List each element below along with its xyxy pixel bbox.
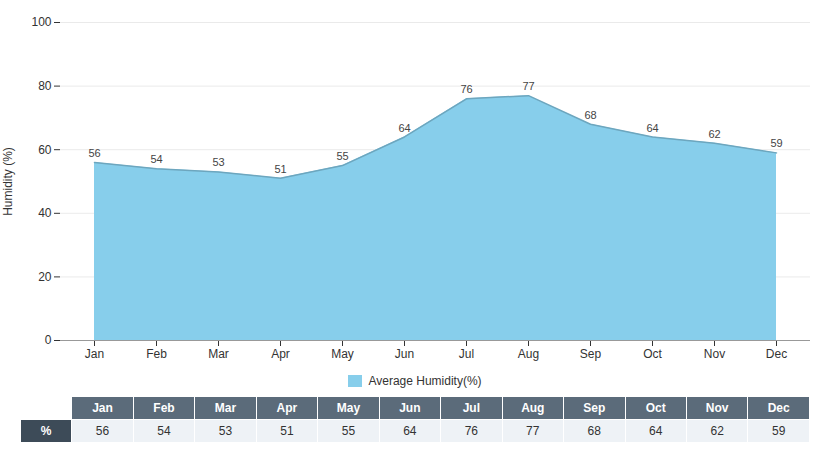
svg-text:40: 40 xyxy=(38,206,52,220)
svg-text:77: 77 xyxy=(522,80,534,92)
svg-text:Dec: Dec xyxy=(766,347,787,361)
html-text:Jul: Jul xyxy=(462,401,480,415)
svg-text:64: 64 xyxy=(646,122,658,134)
svg-text:60: 60 xyxy=(38,143,52,157)
svg-text:20: 20 xyxy=(38,270,52,284)
svg-text:100: 100 xyxy=(31,15,51,29)
html-text:59: 59 xyxy=(772,424,786,438)
svg-text:0: 0 xyxy=(45,333,52,347)
svg-text:64: 64 xyxy=(398,122,410,134)
svg-text:Humidity (%): Humidity (%) xyxy=(1,147,15,216)
svg-text:Feb: Feb xyxy=(146,347,167,361)
svg-text:51: 51 xyxy=(274,163,286,175)
html-text:56: 56 xyxy=(95,424,110,438)
html-text:Jun: Jun xyxy=(399,401,421,415)
svg-text:Oct: Oct xyxy=(643,347,662,361)
html-text:Aug: Aug xyxy=(521,401,545,415)
html-text:Apr: Apr xyxy=(276,401,298,415)
html-text:Mar: Mar xyxy=(214,401,237,415)
html-text:May: May xyxy=(336,401,361,415)
svg-text:62: 62 xyxy=(708,128,720,140)
html-text:53: 53 xyxy=(218,424,233,438)
svg-text:Mar: Mar xyxy=(208,347,229,361)
html-text:76: 76 xyxy=(464,424,478,438)
svg-text:80: 80 xyxy=(38,79,52,93)
html-text:Sep: Sep xyxy=(583,401,606,415)
html-text:55: 55 xyxy=(341,424,356,438)
svg-text:76: 76 xyxy=(460,83,472,95)
svg-text:Aug: Aug xyxy=(518,347,539,361)
svg-text:53: 53 xyxy=(212,156,224,168)
svg-text:59: 59 xyxy=(770,137,782,149)
html-text:Feb: Feb xyxy=(153,401,175,415)
svg-text:Sep: Sep xyxy=(580,347,602,361)
html-text:Dec: Dec xyxy=(767,401,790,415)
html-text:54: 54 xyxy=(157,424,171,438)
svg-text:Jan: Jan xyxy=(85,347,104,361)
html-text:64: 64 xyxy=(403,424,417,438)
html-text:51: 51 xyxy=(280,424,294,438)
html-text:Nov: Nov xyxy=(705,401,729,415)
svg-text:Jul: Jul xyxy=(459,347,474,361)
svg-text:68: 68 xyxy=(584,109,596,121)
html-text:64: 64 xyxy=(649,424,663,438)
svg-text:Apr: Apr xyxy=(271,347,290,361)
html-text:68: 68 xyxy=(587,424,601,438)
svg-text:54: 54 xyxy=(150,153,162,165)
html-text:Jan: Jan xyxy=(92,401,113,415)
svg-text:Jun: Jun xyxy=(395,347,414,361)
html-text:77: 77 xyxy=(526,424,540,438)
svg-text:May: May xyxy=(331,347,354,361)
html-text:62: 62 xyxy=(710,424,724,438)
svg-text:55: 55 xyxy=(336,150,348,162)
html-text:Average Humidity(%): Average Humidity(%) xyxy=(368,374,482,388)
html-text:Oct: Oct xyxy=(645,401,666,415)
svg-text:Nov: Nov xyxy=(704,347,725,361)
svg-text:56: 56 xyxy=(88,147,100,159)
